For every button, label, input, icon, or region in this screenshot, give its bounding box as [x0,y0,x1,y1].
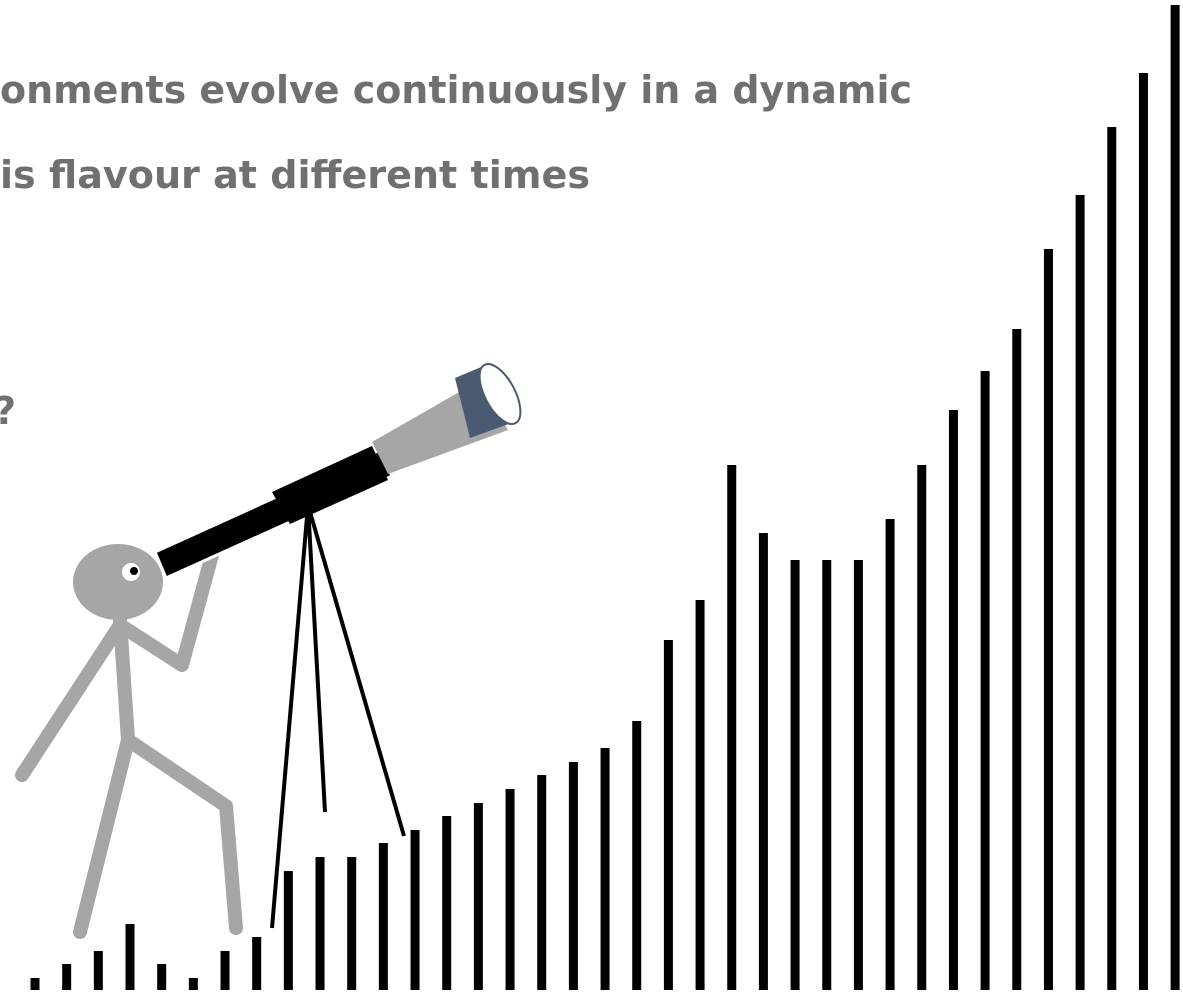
arm [15,618,127,782]
bar [125,924,135,990]
bar [473,803,483,990]
bar [790,560,800,990]
bar [220,951,230,990]
bar [727,465,737,990]
head [73,544,163,620]
tripod [270,504,406,929]
bar [537,775,547,990]
bar [505,789,515,990]
arm [113,548,219,672]
bar [822,560,832,990]
bar [917,465,927,990]
telescope [153,363,522,580]
bar [1107,127,1117,990]
bar [157,964,167,990]
bar [600,748,610,990]
text-line: onments evolve continuously in a dynamic [0,68,912,112]
bar [885,519,895,990]
bar [315,857,325,990]
bar [93,951,103,990]
bar [1043,249,1053,990]
leg [73,733,135,939]
bar [1012,329,1022,990]
bar [378,843,388,990]
bar [347,857,357,990]
text-line: is flavour at different times [0,153,590,197]
bar [62,964,72,990]
bar [568,762,578,990]
pupil [130,567,138,575]
text-line: ? [0,389,16,433]
bar [188,978,198,990]
bar [1138,73,1148,990]
decorative-bars [30,5,1180,990]
leg [121,733,243,935]
bar [1075,195,1085,990]
bar [1170,5,1180,990]
bar [283,871,293,990]
bar [30,978,40,990]
bar [758,533,768,990]
bar [695,600,705,990]
body [113,613,135,747]
bar [442,816,452,990]
bar [853,560,863,990]
bar [410,830,420,990]
stick-figure [15,548,243,939]
bar [632,721,642,990]
bar [980,371,990,990]
bar [948,410,958,990]
bar [663,640,673,990]
bar [252,937,262,990]
